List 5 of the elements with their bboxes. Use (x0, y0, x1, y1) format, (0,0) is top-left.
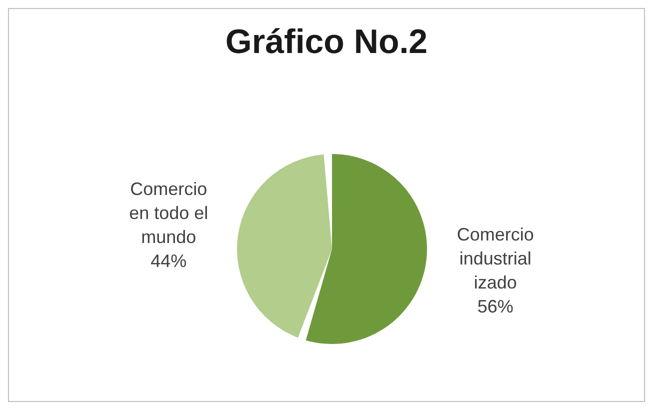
slice-label: Comercio industrializado (456, 224, 534, 293)
data-label: 44% (150, 250, 187, 271)
chart-title: Gráfico No.2 (224, 23, 429, 62)
slice-label: Comercio en todo el mundo (129, 178, 208, 247)
data-label: 56% (477, 296, 514, 317)
